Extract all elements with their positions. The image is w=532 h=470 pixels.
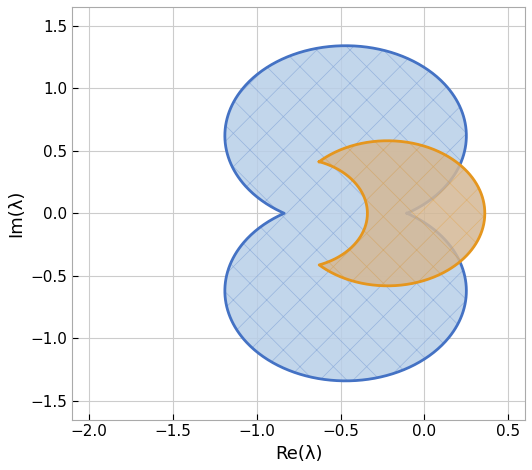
Y-axis label: Im(λ): Im(λ) [7,189,25,237]
Polygon shape [225,46,467,381]
Polygon shape [319,141,485,286]
X-axis label: Re(λ): Re(λ) [275,445,322,463]
